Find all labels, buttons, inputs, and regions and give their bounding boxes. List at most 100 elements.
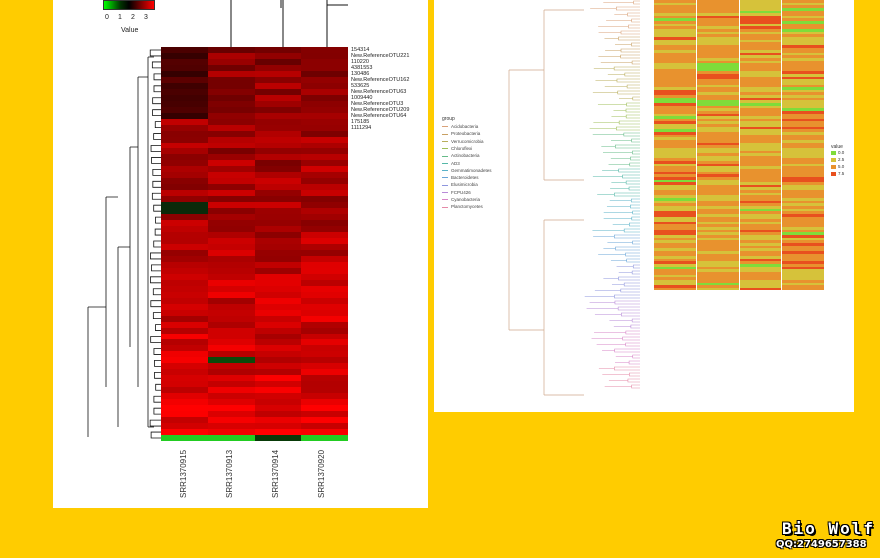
heatmap-cell <box>301 178 348 185</box>
heatmap-cell <box>207 202 255 209</box>
heatmap-cell <box>654 161 696 164</box>
heatmap-cell <box>739 31 782 35</box>
heatmap-cell <box>696 132 739 135</box>
heatmap-cell <box>739 23 782 27</box>
group-legend-item: Acidobacteria <box>442 124 478 129</box>
heatmap-cell <box>739 60 782 64</box>
heatmap-cell <box>782 15 824 19</box>
heatmap-row <box>654 208 824 212</box>
heatmap-cell <box>654 15 696 19</box>
heatmap-cell <box>696 55 739 59</box>
heatmap-cell <box>696 258 739 262</box>
tree-branch <box>598 24 640 29</box>
heatmap-cell <box>782 121 824 125</box>
tree-branch <box>606 204 640 209</box>
heatmap-cell <box>696 250 739 254</box>
heatmap-row <box>654 50 824 53</box>
heatmap-cell <box>782 176 824 180</box>
heatmap-cell <box>254 369 302 376</box>
heatmap-cell <box>654 34 696 37</box>
heatmap-cell <box>654 76 696 80</box>
heatmap-cell <box>254 100 302 107</box>
heatmap-cell <box>654 211 696 214</box>
heatmap-cell <box>739 79 782 82</box>
heatmap-cell <box>782 97 824 101</box>
heatmap-cell <box>654 169 696 172</box>
heatmap-cell <box>654 190 696 193</box>
heatmap-row <box>654 60 824 64</box>
heatmap-cell <box>254 58 302 65</box>
tree-branch <box>592 228 640 233</box>
heatmap-cell <box>654 105 696 109</box>
heatmap-cell <box>782 198 824 201</box>
heatmap-cell <box>696 221 739 225</box>
heatmap-cell <box>654 237 696 241</box>
row-label: 130486 <box>351 71 370 77</box>
heatmap-cell <box>739 176 782 180</box>
heatmap-cell <box>696 245 739 249</box>
tree-branch <box>590 6 640 11</box>
heatmap-cell <box>739 232 782 236</box>
tree-branch <box>603 276 640 281</box>
heatmap-cell <box>782 195 824 199</box>
heatmap-cell <box>301 273 348 280</box>
heatmap-cell <box>696 219 739 222</box>
heatmap-cell <box>739 248 782 251</box>
heatmap-cell <box>161 369 208 376</box>
heatmap-cell <box>161 106 208 113</box>
heatmap-cell <box>782 10 824 14</box>
heatmap-row <box>654 174 824 177</box>
heatmap-row <box>161 214 348 221</box>
value-legend-item: 0.0 <box>831 150 844 155</box>
value-tick-label: 0.0 <box>838 150 845 155</box>
heatmap-cell <box>161 291 208 298</box>
row-label: New.ReferenceOTU209 <box>351 107 410 113</box>
heatmap-cell <box>654 184 696 188</box>
heatmap-cell <box>739 224 782 228</box>
heatmap-cell <box>782 108 824 111</box>
heatmap-cell <box>782 219 824 222</box>
heatmap-cell <box>301 291 348 298</box>
heatmap-cell <box>739 68 782 72</box>
heatmap-cell <box>161 309 208 316</box>
heatmap-cell <box>696 277 739 280</box>
heatmap-cell <box>161 82 208 89</box>
heatmap-cell <box>739 203 782 206</box>
tree-branch <box>611 180 640 185</box>
value-tick-label: 7.5 <box>838 171 845 176</box>
heatmap-cell <box>301 166 348 173</box>
heatmap-row <box>161 393 348 400</box>
heatmap-cell <box>739 15 782 19</box>
heatmap-cell <box>254 303 302 310</box>
heatmap-cell <box>696 213 739 217</box>
row-label: New.ReferenceOTU3 <box>351 101 404 107</box>
tree-branch <box>595 78 640 83</box>
heatmap-cell <box>739 36 782 40</box>
heatmap-cell <box>654 245 696 249</box>
tree-branch <box>586 306 640 311</box>
heatmap-cell <box>739 237 782 241</box>
heatmap-cell <box>696 15 739 19</box>
heatmap-row <box>161 434 348 441</box>
heatmap-cell <box>654 7 696 11</box>
heatmap-cell <box>207 160 255 167</box>
heatmap-cell <box>207 279 255 286</box>
heatmap-row <box>654 155 824 159</box>
heatmap-cell <box>782 190 824 193</box>
tree-branch <box>593 66 640 71</box>
heatmap-cell <box>654 31 696 35</box>
heatmap-row <box>654 113 824 117</box>
heatmap-cell <box>161 100 208 107</box>
heatmap-cell <box>161 315 208 322</box>
heatmap-cell <box>782 124 824 127</box>
heatmap-cell <box>739 66 782 69</box>
heatmap-cell <box>696 203 739 206</box>
heatmap-row <box>654 132 824 135</box>
heatmap-cell <box>207 148 255 155</box>
heatmap-cell <box>696 145 739 148</box>
heatmap-row <box>161 88 348 95</box>
heatmap-cell <box>654 5 696 8</box>
heatmap-cell <box>301 381 348 388</box>
heatmap-cell <box>207 142 255 149</box>
heatmap-cell <box>301 208 348 215</box>
